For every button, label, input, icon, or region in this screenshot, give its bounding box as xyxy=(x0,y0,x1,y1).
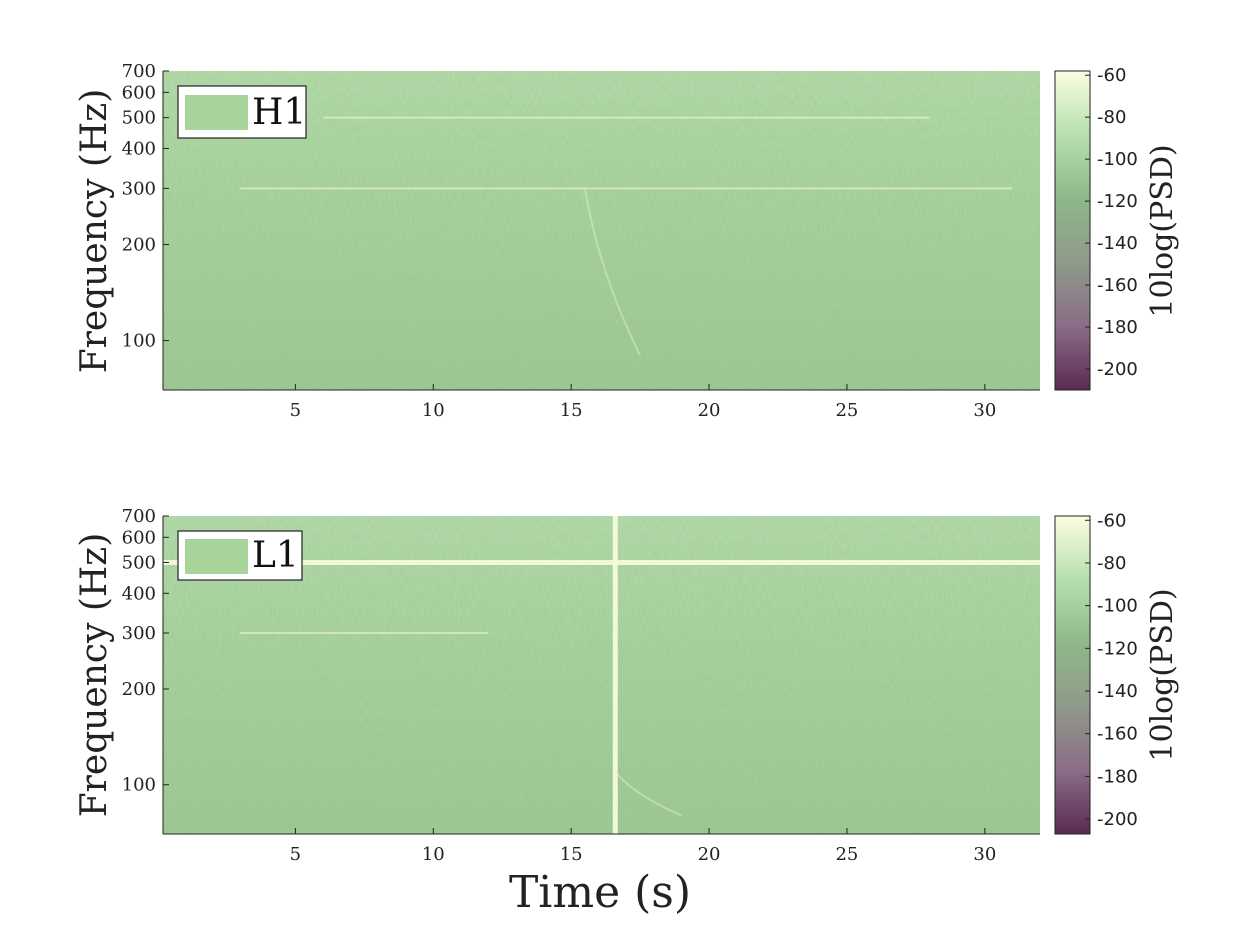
y-tick-label: 100 xyxy=(122,331,156,352)
spectrogram-noise xyxy=(163,71,1040,390)
feature-chirp xyxy=(583,188,642,356)
colorbar-tick-label: -200 xyxy=(1097,359,1138,380)
y-tick-label: 300 xyxy=(122,623,156,644)
y-tick-label: 400 xyxy=(122,139,156,160)
y-tick-label: 500 xyxy=(122,108,156,129)
y-tick-label: 400 xyxy=(122,583,156,604)
y-tick-label: 100 xyxy=(122,775,156,796)
colorbar-label-h1: 10log(PSD) xyxy=(1145,144,1180,317)
x-tick-label: 20 xyxy=(698,844,721,865)
feature-chirp xyxy=(614,770,682,817)
colorbar-tick-label: -100 xyxy=(1097,149,1138,170)
colorbar-tick-label: -120 xyxy=(1097,191,1138,212)
x-tick-label: 5 xyxy=(290,844,301,865)
x-tick-label: 25 xyxy=(835,400,858,421)
colorbar-tick-label: -60 xyxy=(1097,65,1126,86)
x-tick-label: 20 xyxy=(698,400,721,421)
y-tick-label: 500 xyxy=(122,552,156,573)
y-tick-label: 300 xyxy=(122,178,156,199)
legend-l1: L1 xyxy=(177,530,303,581)
y-axis-label-h1: Frequency (Hz) xyxy=(74,89,115,374)
spectrogram-noise xyxy=(163,516,1040,834)
colorbar-tick-label: -60 xyxy=(1097,510,1126,531)
colorbar-tick-label: -80 xyxy=(1097,553,1126,574)
legend-h1: H1 xyxy=(177,85,307,139)
colorbar-tick-label: -160 xyxy=(1097,275,1138,296)
y-tick-label: 600 xyxy=(122,527,156,548)
colorbar-label-l1: 10log(PSD) xyxy=(1145,588,1180,761)
colorbar-tick-label: -180 xyxy=(1097,317,1138,338)
x-tick-label: 5 xyxy=(290,400,301,421)
y-tick-label: 600 xyxy=(122,82,156,103)
colorbar-tick-label: -200 xyxy=(1097,809,1138,830)
plot-area-h1 xyxy=(162,71,1040,391)
x-tick-label: 10 xyxy=(422,844,445,865)
colorbar-gradient xyxy=(1054,70,1091,391)
colorbar-h1 xyxy=(1054,70,1091,391)
x-tick-labels-h1: 5 10 15 20 25 30 xyxy=(290,384,996,421)
y-axis-label-l1: Frequency (Hz) xyxy=(74,533,115,818)
y-tick-label: 200 xyxy=(122,235,156,256)
colorbar-tick-label: -180 xyxy=(1097,766,1138,787)
colorbar-tick-label: -140 xyxy=(1097,681,1138,702)
colorbar-tick-label: -120 xyxy=(1097,638,1138,659)
colorbar-tick-labels-h1: -60 -80 -100 -120 -140 -160 -180 -200 xyxy=(1085,65,1138,380)
colorbar-tick-labels-l1: -60 -80 -100 -120 -140 -160 -180 -200 xyxy=(1085,510,1138,830)
x-tick-labels-l1: 5 10 15 20 25 30 xyxy=(290,828,996,865)
y-tick-label: 700 xyxy=(122,61,156,82)
legend-label-l1: L1 xyxy=(252,535,299,576)
legend-swatch-l1 xyxy=(185,539,248,574)
legend-swatch-h1 xyxy=(185,95,248,130)
x-tick-label: 30 xyxy=(973,844,996,865)
x-tick-label: 10 xyxy=(422,400,445,421)
x-tick-label: 30 xyxy=(973,400,996,421)
colorbar-tick-label: -100 xyxy=(1097,596,1138,617)
legend-label-h1: H1 xyxy=(252,92,306,133)
colorbar-gradient xyxy=(1054,515,1091,835)
y-tick-label: 700 xyxy=(122,506,156,527)
plot-area-l1 xyxy=(162,516,1040,835)
colorbar-l1 xyxy=(1054,515,1091,835)
colorbar-tick-label: -80 xyxy=(1097,107,1126,128)
colorbar-tick-label: -140 xyxy=(1097,233,1138,254)
y-tick-label: 200 xyxy=(122,679,156,700)
x-tick-label: 25 xyxy=(835,844,858,865)
x-axis-label: Time (s) xyxy=(509,867,691,918)
colorbar-tick-label: -160 xyxy=(1097,724,1138,745)
x-tick-label: 15 xyxy=(560,844,583,865)
x-tick-label: 15 xyxy=(560,400,583,421)
